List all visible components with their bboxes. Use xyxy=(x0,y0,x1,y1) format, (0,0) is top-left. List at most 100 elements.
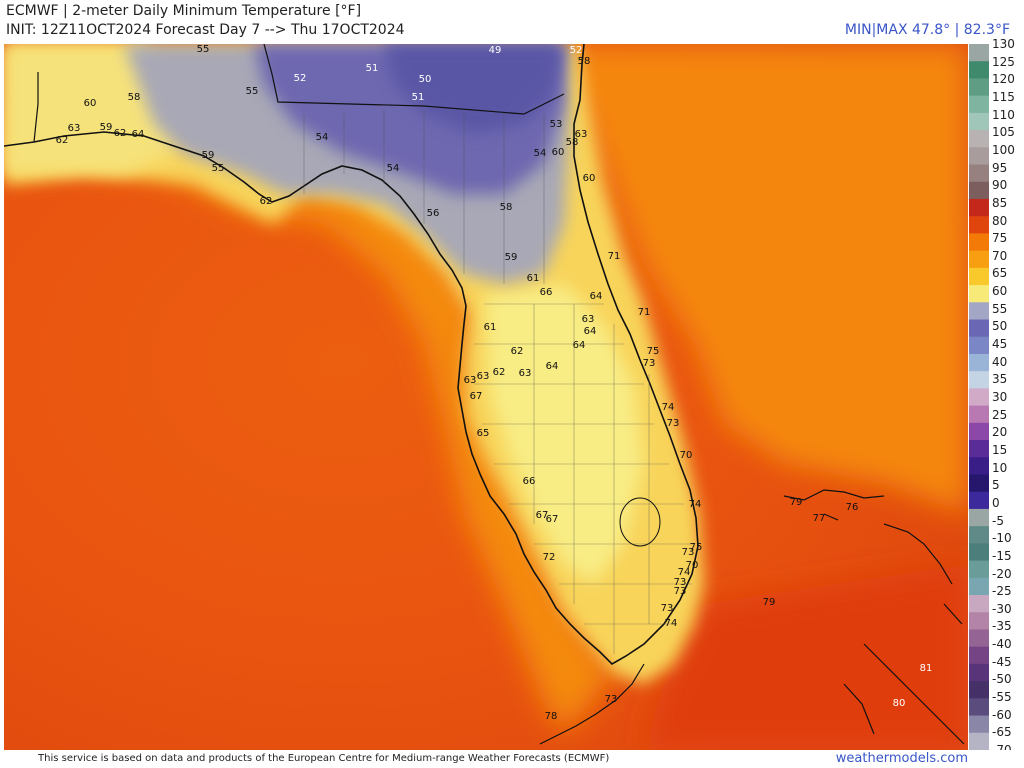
station-value: 74 xyxy=(665,618,678,629)
colorbar-segment xyxy=(969,474,989,493)
station-value: 59 xyxy=(202,150,215,161)
station-value: 50 xyxy=(419,74,432,85)
coastline xyxy=(4,44,699,665)
colorbar-label: 5 xyxy=(992,478,1000,493)
colorbar-label: -65 xyxy=(992,725,1012,740)
station-value: 73 xyxy=(605,694,618,705)
station-value: 55 xyxy=(246,86,259,97)
station-value: 73 xyxy=(674,586,687,597)
colorbar-segment xyxy=(969,216,989,235)
colorbar-segment xyxy=(969,698,989,717)
county-lines xyxy=(303,109,694,654)
station-value: 61 xyxy=(484,322,497,333)
station-value: 63 xyxy=(68,123,81,134)
colorbar-label: -55 xyxy=(992,690,1012,704)
colorbar-label: 50 xyxy=(992,319,1008,334)
colorbar-segment xyxy=(969,457,989,476)
station-value: 73 xyxy=(667,418,680,429)
colorbar-label: -20 xyxy=(992,566,1012,581)
station-value: 73 xyxy=(643,358,656,369)
station-value: 74 xyxy=(662,402,675,413)
colorbar-segment xyxy=(969,440,989,458)
station-value: 64 xyxy=(584,326,597,337)
map-title: ECMWF | 2-meter Daily Minimum Temperatur… xyxy=(6,3,362,19)
colorbar-segment xyxy=(969,508,989,527)
panhandle-yellow xyxy=(4,44,174,174)
colorbar-segment xyxy=(969,371,989,389)
station-value: 73 xyxy=(661,603,674,614)
station-value: 79 xyxy=(763,597,776,608)
colorbar-label: -10 xyxy=(992,531,1012,546)
colorbar-label: -40 xyxy=(992,637,1012,652)
station-value: 63 xyxy=(464,375,477,386)
colorbar-label: 130 xyxy=(992,37,1015,51)
state-boundary xyxy=(33,44,565,143)
colorbar-segment xyxy=(969,526,989,544)
colorbar-label: 25 xyxy=(992,407,1008,422)
colorbar-segment xyxy=(969,612,989,631)
station-value: 74 xyxy=(678,567,691,578)
colorbar-label: -15 xyxy=(992,548,1012,563)
station-value: 54 xyxy=(316,132,329,143)
colorbar-label: 100 xyxy=(992,142,1015,157)
temperature-map: 55 49 52 58 51 52 50 55 51 60 58 53 63 63 59 62 64 54 58 62… xyxy=(4,44,968,750)
station-value: 77 xyxy=(813,513,826,524)
colorbar-label: -50 xyxy=(992,672,1012,687)
station-value: 62 xyxy=(114,128,127,139)
station-value: 75 xyxy=(690,542,703,553)
station-value: 58 xyxy=(500,202,513,213)
colorbar-segment xyxy=(969,646,989,665)
colorbar-segment xyxy=(969,130,989,148)
station-value: 79 xyxy=(790,497,803,508)
colorbar-segment xyxy=(969,233,989,252)
south-red-zone xyxy=(644,564,968,750)
brand-link[interactable]: weathermodels.com xyxy=(835,751,968,766)
minmax-label: MIN|MAX 47.8° | 82.3°F xyxy=(844,22,1010,38)
station-value: 67 xyxy=(470,391,483,402)
station-value: 52 xyxy=(570,45,583,56)
colorbar-label: -60 xyxy=(992,707,1012,722)
colorbar-segment xyxy=(969,353,989,372)
station-value: 61 xyxy=(527,273,540,284)
colorbar-segment xyxy=(969,302,989,321)
station-value: 67 xyxy=(546,514,559,525)
colorbar-segment xyxy=(969,285,989,303)
colorbar-segment xyxy=(969,577,989,596)
land-pale xyxy=(484,284,644,584)
colorbar-segment xyxy=(969,95,989,114)
colorbar-label: 95 xyxy=(992,160,1008,175)
colorbar-label: 15 xyxy=(992,442,1008,457)
station-value: 55 xyxy=(212,163,225,174)
colorbar-segment xyxy=(969,560,989,579)
station-value: 58 xyxy=(128,92,141,103)
station-value: 53 xyxy=(550,119,563,130)
florida-keys xyxy=(539,663,645,745)
station-value: 62 xyxy=(493,367,506,378)
station-value: 64 xyxy=(590,291,603,302)
colorbar-label: 0 xyxy=(992,495,1000,510)
station-value: 73 xyxy=(682,547,695,558)
station-value: 70 xyxy=(680,450,693,461)
footer: This service is based on data and produc… xyxy=(0,750,1024,768)
station-value: 64 xyxy=(546,361,559,372)
colorbar-label: 85 xyxy=(992,195,1008,210)
colorbar-label: 125 xyxy=(992,54,1015,69)
station-value: 63 xyxy=(519,368,532,379)
colorbar-label: 70 xyxy=(992,248,1008,263)
colorbar-segment xyxy=(969,388,989,407)
cold-core-deep xyxy=(384,44,564,134)
colorbar-segment xyxy=(969,78,989,97)
station-value: 75 xyxy=(647,346,660,357)
station-value: 76 xyxy=(846,502,859,513)
station-value: 56 xyxy=(427,208,440,219)
colorbar-segment xyxy=(969,198,989,217)
colorbar-label: 90 xyxy=(992,178,1008,193)
colorbar-segment xyxy=(969,491,989,510)
lake-okeechobee xyxy=(619,497,661,547)
colorbar-label: -45 xyxy=(992,654,1012,669)
colorbar-label: 80 xyxy=(992,213,1008,228)
station-value: 74 xyxy=(689,499,702,510)
station-value: 64 xyxy=(132,129,145,140)
station-value: 66 xyxy=(540,287,553,298)
colorbar-segment xyxy=(969,147,989,166)
